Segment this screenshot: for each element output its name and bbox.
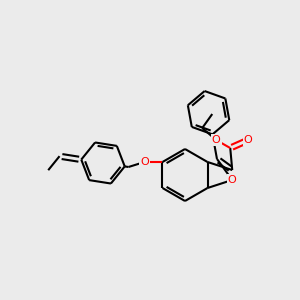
Text: O: O bbox=[244, 135, 253, 145]
Text: O: O bbox=[140, 157, 149, 167]
Text: O: O bbox=[212, 135, 220, 145]
Text: O: O bbox=[228, 175, 237, 185]
